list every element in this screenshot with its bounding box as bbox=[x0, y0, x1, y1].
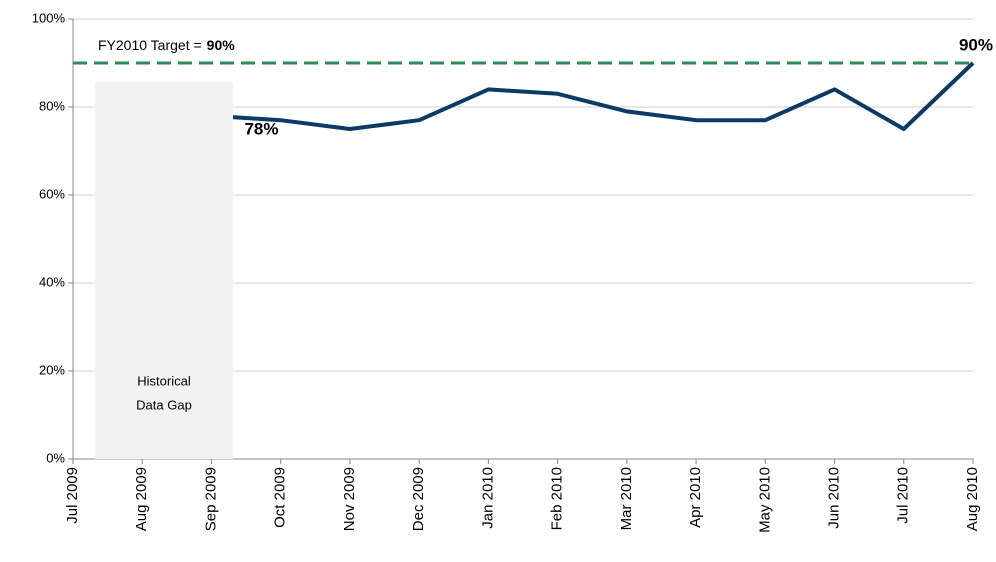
target-value: 90% bbox=[207, 37, 236, 53]
x-tick-label: Jul 2010 bbox=[895, 467, 912, 524]
x-tick-label: Feb 2010 bbox=[549, 467, 566, 530]
y-tick-label: 100% bbox=[32, 10, 66, 25]
x-tick-label: Sep 2009 bbox=[202, 467, 219, 531]
x-tick-label: May 2010 bbox=[756, 467, 773, 533]
x-tick-label: Oct 2009 bbox=[272, 467, 289, 528]
x-tick-label: Nov 2009 bbox=[341, 467, 358, 531]
x-tick-label: Aug 2009 bbox=[133, 467, 150, 531]
gap-annotation: Data Gap bbox=[136, 397, 192, 412]
line-series bbox=[211, 61, 975, 131]
x-tick-label: Jan 2010 bbox=[479, 467, 496, 529]
gap-annotation: Historical bbox=[137, 373, 191, 388]
data-label: 90% bbox=[959, 35, 993, 54]
y-tick-label: 40% bbox=[39, 274, 65, 289]
x-tick-label: Jul 2009 bbox=[64, 467, 81, 524]
x-tick-label: Jun 2010 bbox=[826, 467, 843, 529]
data-label: 78% bbox=[244, 119, 278, 138]
y-tick-label: 80% bbox=[39, 98, 65, 113]
y-tick-label: 60% bbox=[39, 186, 65, 201]
gap-box bbox=[95, 82, 233, 459]
y-tick-label: 20% bbox=[39, 362, 65, 377]
y-tick-label: 0% bbox=[46, 450, 65, 465]
x-tick-label: Apr 2010 bbox=[687, 467, 704, 528]
x-tick-label: Dec 2009 bbox=[410, 467, 427, 531]
x-tick-label: Mar 2010 bbox=[618, 467, 635, 530]
target-annotation: FY2010 Target = 90% bbox=[98, 37, 235, 53]
target-text: FY2010 Target = bbox=[98, 37, 202, 53]
x-tick-label: Aug 2010 bbox=[964, 467, 981, 531]
